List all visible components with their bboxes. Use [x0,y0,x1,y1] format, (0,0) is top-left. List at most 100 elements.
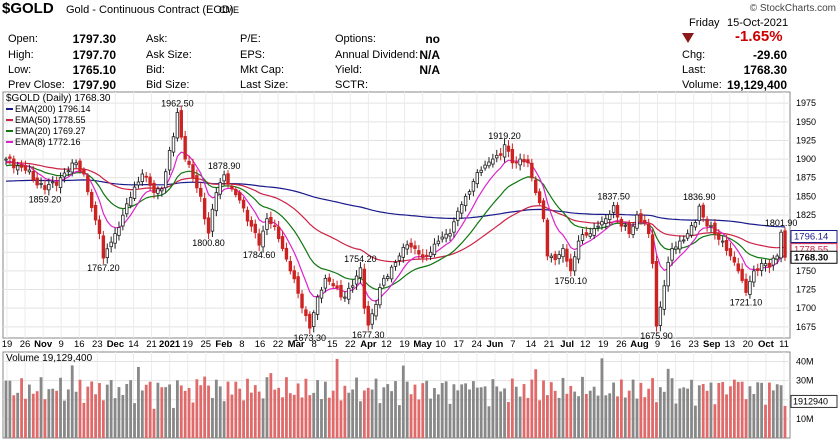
price-annotation: 1784.60 [243,250,276,260]
legend-entry: EMA(50) 1778.55 [15,115,86,125]
candle-body [140,173,145,182]
volume-bar [39,377,43,438]
open-value: 1797.30 [72,32,116,46]
candle-body [557,254,561,260]
candle-body [783,230,787,258]
volume-bar [417,399,421,438]
volume-bar [756,382,760,438]
x-tick-label: 17 [453,339,464,350]
volume-bar [359,401,362,438]
volume-bar [51,388,55,438]
candle-body [343,296,347,299]
candle-body [58,177,63,188]
volume-bar [495,386,499,438]
volume-bar [413,384,417,438]
candle-body [206,217,211,234]
volume-bar [658,387,662,438]
volume-bar [390,391,394,438]
price-annotation: 1837.50 [597,192,630,202]
candle-body [565,248,569,262]
candle-body [82,169,86,175]
legend-entry: EMA(200) 1796.14 [15,104,91,114]
volume-bar [655,402,658,438]
candle-body [237,192,242,201]
volume-bar [499,391,503,438]
volume-bar [460,384,464,438]
candle-body [534,179,538,194]
volume-bar [24,398,27,438]
candle-body [463,195,468,207]
candle-body [756,268,760,272]
candle-body [413,245,417,249]
volume-bar [604,395,608,438]
volume-bar [639,382,643,438]
volume-bar [775,384,779,438]
candle-body [674,246,678,250]
volume-bar [133,403,136,438]
candle-body [4,158,8,161]
volume-bar [538,400,542,438]
candle-body [495,155,499,159]
candle-body [397,255,402,261]
x-tick-label: 16 [74,339,85,350]
volume-bar [705,390,709,438]
volume-bar [748,386,752,438]
candle-body [689,225,694,236]
volume-bar [518,396,522,438]
x-tick-label: 7 [510,339,515,350]
volume-bar [666,368,670,438]
candle-body [506,145,511,152]
volume-bar [296,383,300,438]
volume-bar [421,383,425,438]
candle-body [105,248,109,259]
volume-bar [725,394,728,438]
volume-bar [316,380,319,438]
volume-bar [246,378,249,438]
x-tick-label: Feb [215,339,232,350]
sctr-label: SCTR: [335,79,368,91]
x-tick-label: 9 [59,339,64,350]
x-tick-label: 14 [128,339,139,350]
site-logo[interactable]: © StockCharts.com [749,3,836,14]
volume-bar [285,377,288,438]
volume-bar [475,387,479,438]
volume-bar [74,391,78,438]
volume-bar [203,376,207,438]
candle-body [292,270,296,280]
volume-bar [686,388,690,438]
vol-tick-label: 40M [796,357,814,367]
volume-bar [697,385,701,438]
candle-body [440,236,444,240]
volume-bar [35,391,39,438]
volume-bar [510,378,514,438]
x-tick-label: 12 [580,339,591,350]
volume-bar [152,408,156,438]
volume-bar [109,380,113,438]
volume-bar [366,387,370,438]
volume-bar [238,388,242,438]
volume-bar [351,389,355,438]
x-tick-label: Sep [703,339,721,350]
volume-bar [292,394,296,438]
candle-body [409,242,413,248]
candle-body [280,236,285,249]
candle-body [327,277,331,282]
candle-body [428,251,433,257]
volume-bar [374,378,378,438]
candle-body [125,203,129,215]
x-tick-label: 14 [526,339,537,350]
volume-bar [273,389,277,438]
candle-body [312,312,316,327]
volume-bar [405,381,409,438]
candle-body [615,204,620,218]
candle-body [619,218,624,227]
volume-bar [187,387,191,438]
volume-bar [20,378,23,438]
price-annotation: 1721.10 [730,297,763,307]
volume-bar [8,380,12,438]
x-tick-label: 21 [544,339,555,350]
y-tick-label: 1950 [796,117,816,127]
ema-line-8 [5,151,786,302]
volume-bar [172,407,175,438]
candle-body [62,172,67,178]
